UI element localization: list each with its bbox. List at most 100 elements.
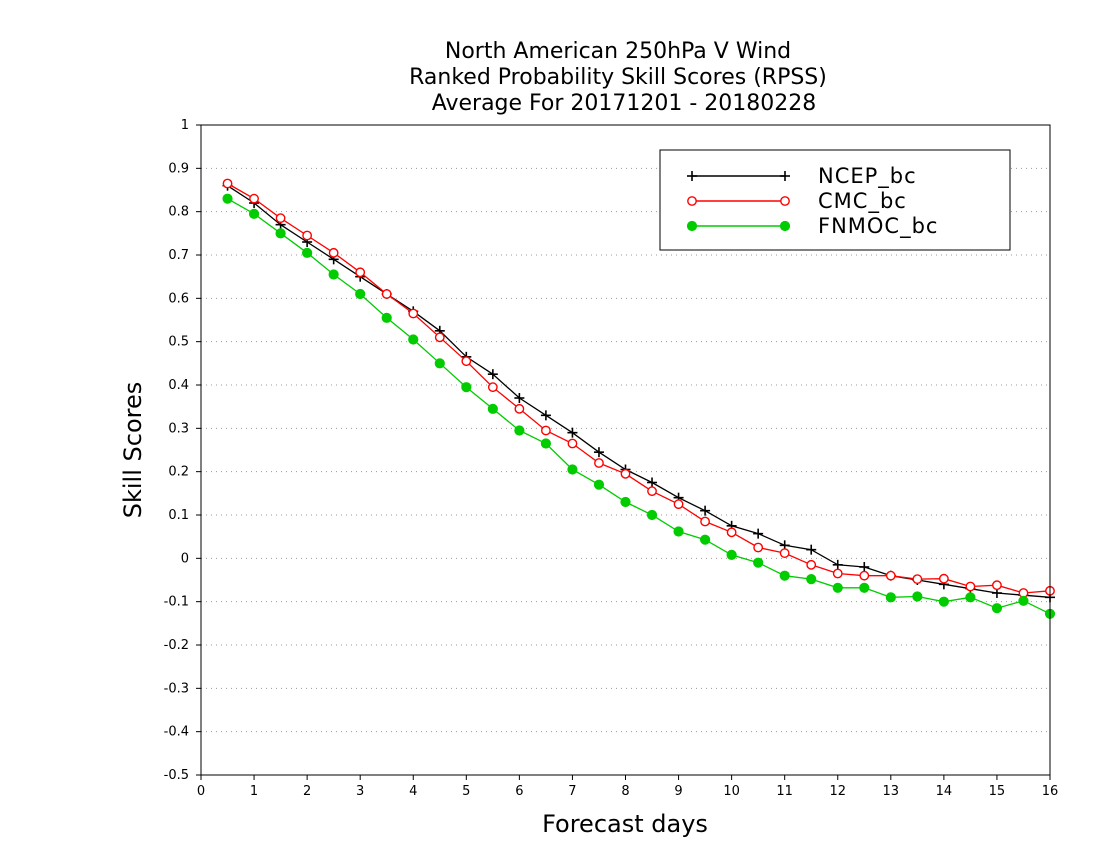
data-point (328, 247, 339, 258)
data-point (408, 308, 419, 319)
data-point (885, 592, 896, 603)
x-tick-label: 15 (989, 784, 1006, 799)
data-point (302, 247, 313, 258)
data-point (885, 570, 896, 581)
legend-item-fnmoc-bc: FNMOC_bc (686, 214, 938, 239)
x-tick-label: 1 (250, 784, 258, 799)
data-point (593, 447, 604, 458)
series-fnmoc-bc (222, 193, 1056, 619)
data-point (434, 358, 445, 369)
title-line-2: Ranked Probability Skill Scores (RPSS) (409, 65, 827, 90)
data-point (832, 582, 843, 593)
data-point (806, 574, 817, 585)
data-point (408, 334, 419, 345)
data-point (673, 499, 684, 510)
data-point (912, 591, 923, 602)
legend-marker-start (686, 220, 698, 232)
data-point (355, 288, 366, 300)
y-tick-label: 0.5 (168, 335, 189, 350)
plot-frame (200, 124, 1051, 776)
data-point (567, 438, 578, 449)
data-point (620, 468, 631, 479)
data-point (541, 425, 551, 436)
series-line (227, 198, 1051, 615)
data-point (938, 596, 949, 607)
data-point (222, 178, 233, 189)
data-point (992, 580, 1002, 591)
y-tick-label: 0.7 (168, 248, 189, 263)
data-point (700, 516, 710, 527)
data-point (249, 193, 259, 204)
data-point (673, 526, 684, 537)
x-tick-label: 3 (356, 784, 364, 799)
y-tick-label: 1 (181, 118, 189, 133)
legend-marker-end (779, 220, 791, 232)
y-axis-label: Skill Scores (119, 382, 147, 519)
data-point (779, 548, 790, 559)
data-point (355, 267, 366, 278)
title-line-3: Average For 20171201 - 20180228 (432, 91, 817, 116)
y-tick-label: 0.3 (168, 421, 189, 436)
data-point (832, 559, 843, 570)
x-tick-label: 8 (621, 784, 629, 799)
data-point (593, 479, 605, 490)
y-tick-label: -0.2 (164, 638, 189, 653)
x-tick-label: 5 (462, 784, 470, 799)
y-tick-label: 0 (181, 551, 189, 566)
data-point (753, 557, 764, 568)
data-point (859, 582, 870, 593)
data-point (540, 410, 551, 421)
data-point (779, 570, 790, 581)
x-tick-label: 0 (197, 784, 205, 799)
legend-label: NCEP_bc (818, 164, 917, 189)
y-tick-label: 0.8 (168, 205, 189, 220)
x-tick-label: 7 (568, 784, 576, 799)
data-point (567, 464, 578, 475)
plot-series (222, 178, 1056, 619)
data-point (647, 486, 657, 497)
data-point (594, 458, 604, 468)
x-tick-label: 10 (723, 784, 740, 799)
data-point (381, 289, 392, 299)
data-point (859, 562, 870, 572)
y-tick-label: -0.3 (164, 681, 189, 696)
data-point (991, 603, 1003, 614)
data-point (514, 393, 525, 403)
title-line-1: North American 250hPa V Wind (445, 39, 791, 64)
legend-item-cmc-bc: CMC_bc (687, 189, 907, 214)
x-tick-label: 4 (409, 784, 417, 799)
x-axis-label: Forecast days (542, 810, 708, 838)
data-point (381, 312, 392, 323)
legend-marker-end (780, 171, 790, 181)
x-tick-label: 13 (883, 784, 900, 799)
data-point (832, 568, 843, 579)
data-point (434, 332, 445, 343)
data-point (487, 369, 498, 380)
grid-lines (201, 167, 1050, 733)
data-point (275, 213, 286, 224)
data-point (753, 542, 764, 553)
y-tick-label: 0.9 (168, 161, 189, 176)
y-tick-label: -0.1 (164, 595, 189, 610)
data-point (222, 193, 233, 204)
data-point (726, 549, 737, 560)
series-cmc-bc (222, 178, 1055, 598)
legend-marker-start (687, 171, 697, 181)
data-point (487, 403, 498, 414)
x-tick-label: 12 (829, 784, 846, 799)
data-point (965, 592, 976, 603)
x-tick-label: 2 (303, 784, 311, 799)
y-tick-label: 0.2 (168, 465, 189, 480)
data-point (699, 534, 711, 545)
data-point (806, 544, 817, 555)
axes: -0.5 -0.4 -0.3 -0.2 -0.1 0 0.1 0.2 0.3 0.4 0.5 0.6 0… (164, 118, 1059, 799)
data-point (328, 269, 339, 280)
y-tick-label: -0.4 (164, 725, 189, 740)
legend-label: CMC_bc (818, 189, 907, 214)
legend-label: FNMOC_bc (818, 214, 938, 239)
y-tick-label: 0.6 (168, 291, 189, 306)
data-point (646, 509, 658, 521)
y-tick-label: 0.4 (168, 378, 189, 393)
